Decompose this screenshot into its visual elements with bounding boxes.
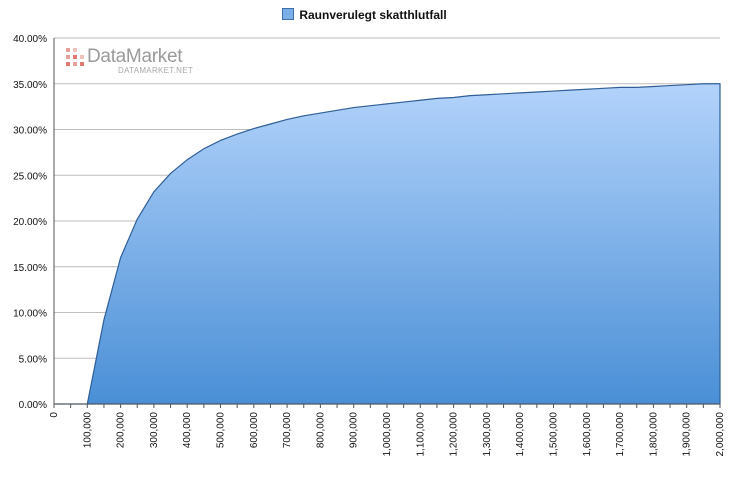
x-tick-label: 900,000 [349, 412, 360, 449]
x-tick-label: 1,700,000 [615, 412, 626, 457]
x-tick-label: 2,000,000 [715, 412, 726, 457]
watermark-brand: DataMarket [87, 46, 183, 67]
x-tick-label: 1,200,000 [449, 412, 460, 457]
y-tick-label: 20.00% [13, 217, 47, 228]
y-tick-label: 40.00% [13, 34, 47, 45]
x-tick-label: 1,900,000 [682, 412, 693, 457]
y-tick-label: 10.00% [13, 309, 47, 320]
x-tick-label: 1,400,000 [515, 412, 526, 457]
x-tick-label: 1,600,000 [582, 412, 593, 457]
x-tick-label: 100,000 [82, 412, 93, 449]
x-tick-label: 1,000,000 [382, 412, 393, 457]
x-tick-label: 500,000 [216, 412, 227, 449]
y-tick-label: 35.00% [13, 80, 47, 91]
x-tick-label: 800,000 [315, 412, 326, 449]
x-tick-label: 200,000 [116, 412, 127, 449]
x-tick-label: 0 [49, 412, 60, 418]
x-tick-label: 700,000 [282, 412, 293, 449]
x-tick-label: 300,000 [149, 412, 160, 449]
datamarket-logo-icon [66, 48, 84, 66]
x-tick-label: 1,300,000 [482, 412, 493, 457]
watermark: DataMarket DATAMARKET.NET [66, 46, 193, 75]
x-tick-label: 600,000 [249, 412, 260, 449]
legend-label: Raunverulegt skatthlutfall [299, 8, 447, 22]
x-tick-label: 1,800,000 [648, 412, 659, 457]
y-tick-label: 25.00% [13, 171, 47, 182]
legend-swatch [282, 8, 295, 20]
y-tick-label: 30.00% [13, 126, 47, 137]
x-tick-label: 1,100,000 [415, 412, 426, 457]
y-tick-label: 0.00% [19, 400, 47, 411]
legend: Raunverulegt skatthlutfall [0, 8, 729, 22]
x-tick-label: 400,000 [182, 412, 193, 449]
x-tick-label: 1,500,000 [549, 412, 560, 457]
y-tick-label: 5.00% [19, 354, 47, 365]
series-area [54, 83, 721, 405]
y-tick-label: 15.00% [13, 263, 47, 274]
watermark-url: DATAMARKET.NET [118, 66, 194, 75]
